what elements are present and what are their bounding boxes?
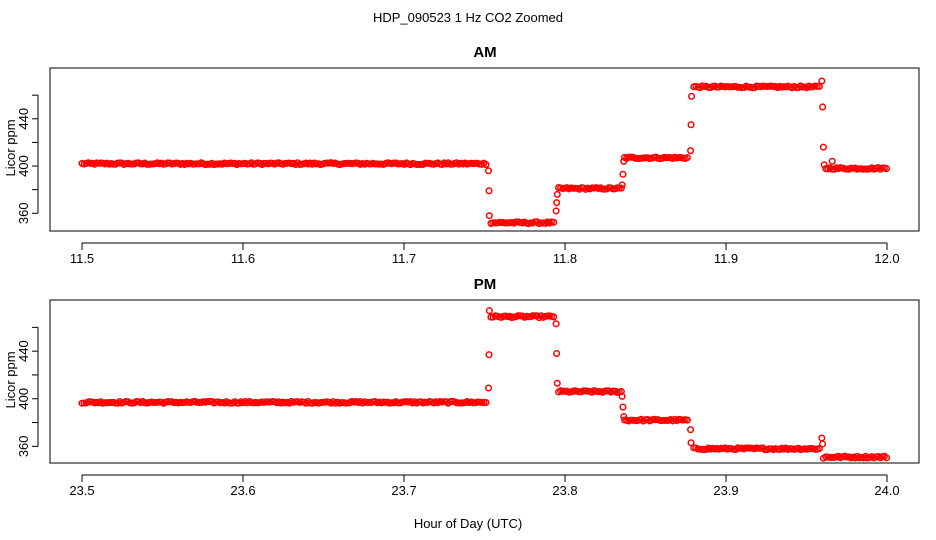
data-point (620, 157, 628, 165)
data-point (552, 320, 560, 328)
data-point (688, 92, 696, 100)
data-point (818, 77, 826, 85)
y-tick-label: 440 (16, 340, 31, 362)
plot-frame (49, 67, 920, 232)
data-point (617, 184, 625, 192)
data-point (683, 416, 691, 424)
data-point (687, 121, 695, 129)
data-point (482, 161, 490, 169)
data-point (618, 181, 626, 189)
data-point (687, 147, 695, 155)
data-point (819, 454, 827, 462)
data-point (553, 190, 561, 198)
data-point (815, 445, 823, 453)
data-point (485, 307, 493, 315)
data-point (818, 434, 826, 442)
data-point (819, 440, 827, 448)
y-tick-label: 400 (16, 155, 31, 177)
data-point (550, 313, 558, 321)
data-point (819, 143, 827, 151)
panel-title-am: AM (473, 44, 496, 61)
data-points (78, 307, 891, 462)
data-point (484, 167, 493, 175)
data-point (819, 103, 827, 111)
x-tick-label: 11.8 (553, 251, 577, 266)
ylabel-am: Licor ppm (3, 119, 18, 176)
data-point (820, 161, 828, 169)
figure-xlabel: Hour of Day (UTC) (414, 516, 522, 531)
data-points (78, 77, 891, 228)
data-point (553, 199, 561, 207)
x-tick-label: 23.7 (391, 483, 416, 498)
data-point (552, 207, 560, 215)
data-point (482, 398, 490, 407)
data-point (485, 351, 493, 359)
y-tick-label: 360 (16, 435, 31, 457)
data-point (550, 218, 558, 226)
x-tick-label: 11.9 (714, 251, 738, 266)
plot-frame (49, 299, 920, 464)
data-point (687, 439, 695, 447)
data-point (828, 157, 836, 165)
y-tick-label: 400 (16, 388, 31, 410)
x-tick-label: 23.9 (713, 483, 738, 498)
data-point (619, 403, 627, 411)
x-tick-label: 24.0 (874, 483, 899, 498)
y-tick-label: 360 (16, 202, 31, 224)
data-point (683, 154, 691, 162)
panel-title-pm: PM (474, 276, 497, 293)
figure-title: HDP_090523 1 Hz CO2 Zoomed (373, 10, 563, 25)
x-tick-label: 23.6 (230, 483, 255, 498)
y-tick-label: 440 (16, 108, 31, 130)
data-point (882, 165, 891, 173)
x-tick-label: 23.5 (69, 483, 94, 498)
panel-am: AM Licor ppm 11.5 11.6 11.7 11.8 11.9 12.0 360… (3, 44, 920, 266)
data-point (485, 187, 493, 195)
data-point (553, 349, 561, 358)
x-tick-label: 11.7 (392, 251, 416, 266)
x-tick-label: 23.8 (552, 483, 577, 498)
data-point (687, 426, 695, 434)
data-point (618, 392, 626, 400)
x-tick-label: 11.5 (70, 251, 94, 266)
x-tick-label: 11.6 (231, 251, 255, 266)
ylabel-pm: Licor ppm (3, 351, 18, 408)
panel-pm: PM Licor ppm 23.5 23.6 23.7 23.8 23.9 24.0 360… (3, 276, 920, 498)
x-tick-label: 12.0 (874, 251, 899, 266)
data-point (882, 454, 891, 462)
data-point (619, 170, 627, 178)
data-point (485, 212, 493, 220)
data-point (484, 384, 493, 392)
data-point (620, 413, 628, 421)
data-point (553, 379, 561, 387)
